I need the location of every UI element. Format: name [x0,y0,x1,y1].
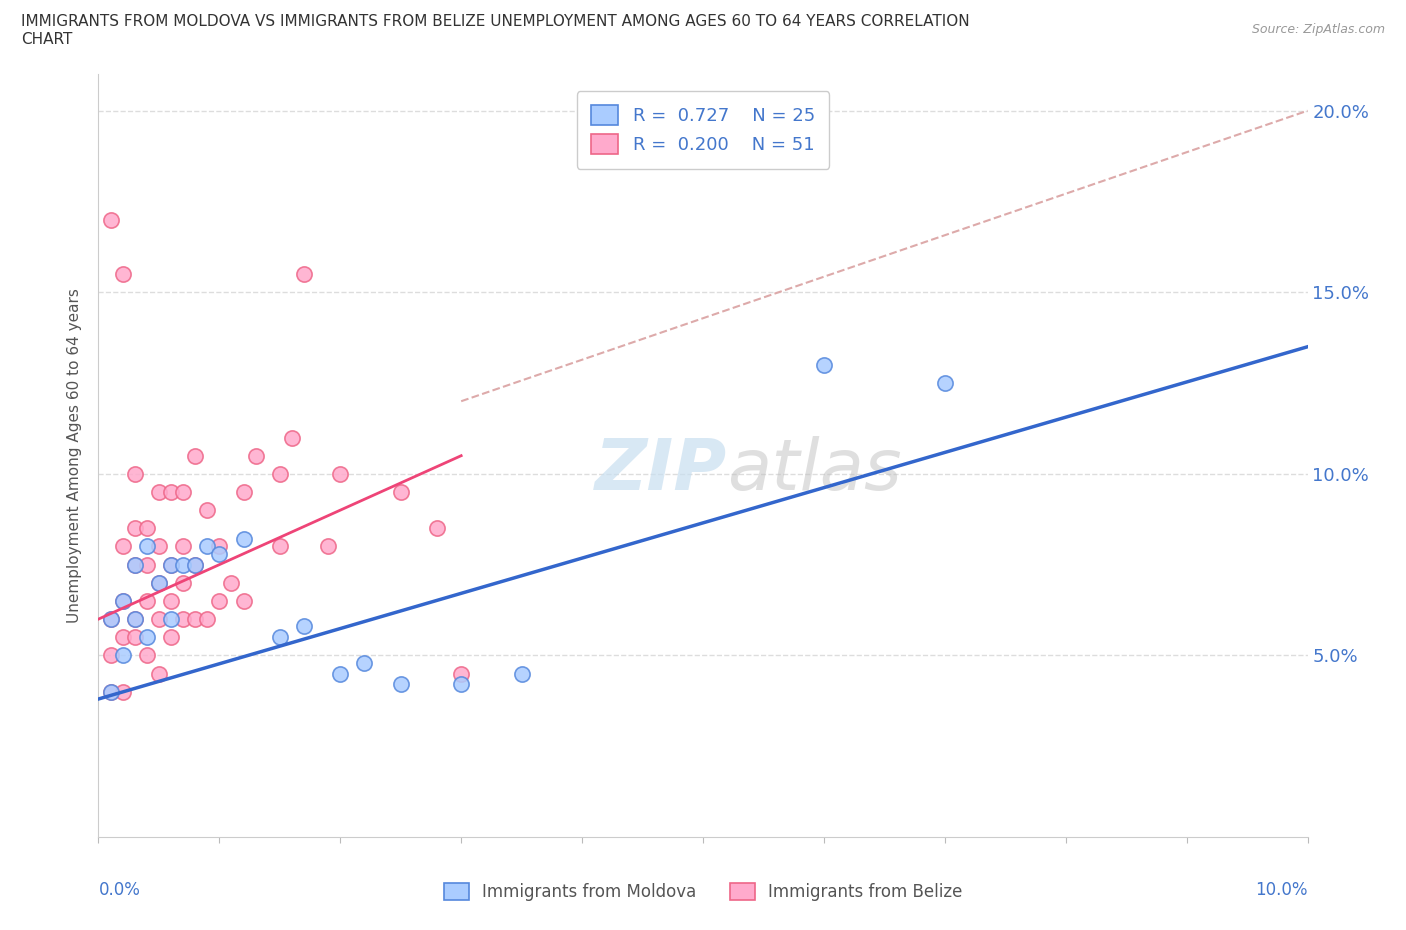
Point [208,593,231,608]
Point [111,593,134,608]
Point [124,630,146,644]
Point [148,539,170,554]
Point [195,612,218,627]
Point [135,521,157,536]
Point [100,212,122,227]
Text: 10.0%: 10.0% [1256,881,1308,898]
Point [426,521,449,536]
Point [195,539,218,554]
Point [269,630,291,644]
Text: 0.0%: 0.0% [98,881,141,898]
Point [813,357,835,372]
Point [450,666,472,681]
Text: IMMIGRANTS FROM MOLDOVA VS IMMIGRANTS FROM BELIZE UNEMPLOYMENT AMONG AGES 60 TO : IMMIGRANTS FROM MOLDOVA VS IMMIGRANTS FR… [21,14,970,29]
Point [172,612,194,627]
Point [135,593,157,608]
Point [208,546,231,561]
Text: atlas: atlas [727,436,901,505]
Point [124,467,146,482]
Text: ZIP: ZIP [595,436,727,505]
Point [245,448,267,463]
Point [124,557,146,572]
Point [124,557,146,572]
Point [124,612,146,627]
Point [184,612,207,627]
Point [221,576,243,591]
Point [184,557,207,572]
Point [100,684,122,699]
Point [135,557,157,572]
Point [148,485,170,499]
Point [329,666,352,681]
Point [111,593,134,608]
Point [292,267,315,282]
Point [148,576,170,591]
Point [510,666,533,681]
Point [148,576,170,591]
Legend: R =  0.727    N = 25, R =  0.200    N = 51: R = 0.727 N = 25, R = 0.200 N = 51 [576,91,830,168]
Point [148,612,170,627]
Point [389,485,412,499]
Point [232,532,254,547]
Point [111,539,134,554]
Point [124,521,146,536]
Point [100,612,122,627]
Point [135,539,157,554]
Point [292,619,315,634]
Point [160,557,183,572]
Point [148,666,170,681]
Point [100,612,122,627]
Text: CHART: CHART [21,32,73,46]
Point [232,593,254,608]
Point [135,648,157,663]
Point [160,557,183,572]
Point [281,430,304,445]
Point [111,684,134,699]
Point [934,376,956,391]
Point [172,485,194,499]
Point [172,557,194,572]
Point [269,539,291,554]
Point [195,503,218,518]
Point [316,539,339,554]
Text: Source: ZipAtlas.com: Source: ZipAtlas.com [1251,23,1385,36]
Point [160,485,183,499]
Point [124,612,146,627]
Point [111,267,134,282]
Point [135,630,157,644]
Point [269,467,291,482]
Y-axis label: Unemployment Among Ages 60 to 64 years: Unemployment Among Ages 60 to 64 years [67,288,83,623]
Point [172,539,194,554]
Point [329,467,352,482]
Point [100,684,122,699]
Point [232,485,254,499]
Point [111,648,134,663]
Point [160,593,183,608]
Point [160,612,183,627]
Point [160,630,183,644]
Point [100,648,122,663]
Point [353,656,375,671]
Point [184,448,207,463]
Point [208,539,231,554]
Legend: Immigrants from Moldova, Immigrants from Belize: Immigrants from Moldova, Immigrants from… [437,876,969,908]
Point [389,677,412,692]
Point [184,557,207,572]
Point [111,630,134,644]
Point [450,677,472,692]
Point [172,576,194,591]
